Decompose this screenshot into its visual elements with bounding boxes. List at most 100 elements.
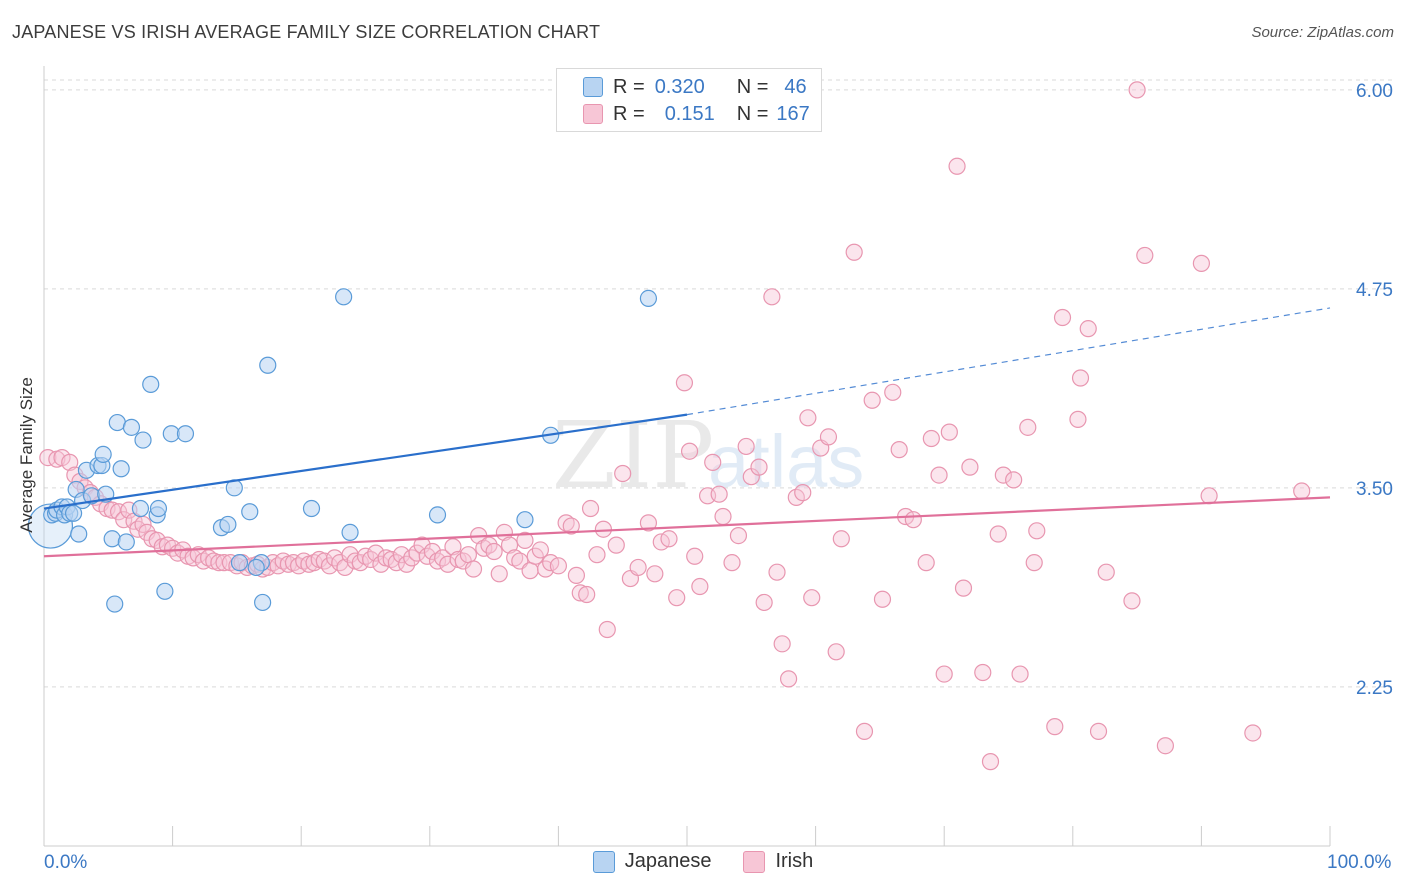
japanese-swatch xyxy=(583,77,603,97)
japanese-point xyxy=(254,593,272,612)
japanese-point xyxy=(428,506,447,524)
japanese-points xyxy=(27,288,658,613)
irish-point xyxy=(464,560,483,578)
irish-point xyxy=(723,554,741,572)
irish-point xyxy=(614,464,632,483)
legend-item-irish[interactable]: Irish xyxy=(743,850,813,873)
irish-point xyxy=(1071,369,1090,387)
irish-point xyxy=(382,550,400,569)
irish-point xyxy=(428,552,447,570)
japanese-point xyxy=(259,356,277,374)
irish-point xyxy=(930,466,948,484)
watermark: ZIP atlas xyxy=(552,402,864,509)
irish-point xyxy=(578,585,596,604)
irish-point xyxy=(1011,665,1029,683)
irish-point xyxy=(506,549,524,567)
irish-point xyxy=(1156,737,1174,755)
irish-point xyxy=(1244,724,1262,742)
irish-point xyxy=(413,536,431,554)
irish-point xyxy=(890,441,908,459)
irish-point xyxy=(799,409,817,427)
irish-point xyxy=(768,563,786,581)
japanese-point xyxy=(176,425,195,443)
irish-point xyxy=(832,530,850,548)
y-tick-label: 3.50 xyxy=(1356,479,1393,500)
y-tick-labels: 2.25 3.50 4.75 6.00 xyxy=(1356,81,1393,699)
japanese-point xyxy=(230,554,249,572)
irish-point xyxy=(884,383,902,401)
irish-point xyxy=(819,428,838,446)
series-legend: Japanese Irish xyxy=(0,850,1406,873)
japanese-point xyxy=(156,582,174,600)
irish-point xyxy=(1200,487,1218,505)
japanese-point xyxy=(103,530,121,548)
japanese-point xyxy=(142,375,160,393)
x-tick-label-min: 0.0% xyxy=(44,852,88,873)
japanese-point xyxy=(70,525,88,543)
irish-point xyxy=(531,541,549,559)
irish-point xyxy=(803,589,821,607)
irish-point xyxy=(974,663,992,682)
japanese-legend-swatch xyxy=(592,850,615,873)
irish-n-value: 167 xyxy=(776,102,810,125)
irish-trend-line xyxy=(43,496,1331,558)
y-tick-label: 6.00 xyxy=(1356,81,1393,102)
irish-point xyxy=(981,753,1000,771)
japanese-point xyxy=(516,511,534,529)
irish-point xyxy=(1028,522,1046,540)
irish-point xyxy=(1293,482,1311,500)
irish-point xyxy=(516,531,534,549)
irish-point xyxy=(200,549,218,567)
y-tick-label: 4.75 xyxy=(1356,280,1393,301)
y-axis-label: Average Family Size xyxy=(17,377,36,533)
irish-point xyxy=(794,484,812,502)
japanese-trend-line xyxy=(43,413,688,510)
irish-point xyxy=(475,539,493,557)
chart-title: JAPANESE VS IRISH AVERAGE FAMILY SIZE CO… xyxy=(12,22,601,42)
irish-point xyxy=(485,542,503,561)
irish-point xyxy=(61,453,79,471)
irish-point xyxy=(1097,563,1115,581)
irish-point xyxy=(521,562,539,580)
irish-point xyxy=(940,423,958,441)
x-tick-label-max: 100.0% xyxy=(1327,852,1392,873)
japanese-r-value: 0.320 xyxy=(654,75,705,98)
irish-point xyxy=(1046,718,1064,736)
irish-point xyxy=(827,643,845,661)
y-tick-label: 2.25 xyxy=(1356,678,1393,699)
irish-point xyxy=(581,499,600,518)
irish-point xyxy=(763,288,781,306)
irish-point xyxy=(1089,722,1108,740)
legend-item-japanese[interactable]: Japanese xyxy=(592,850,712,873)
japanese-point xyxy=(112,460,130,478)
irish-point xyxy=(646,565,664,583)
irish-point xyxy=(367,544,385,562)
irish-point xyxy=(1019,418,1037,436)
irish-point xyxy=(639,514,658,532)
irish-point xyxy=(1123,592,1141,610)
irish-point xyxy=(594,520,613,538)
japanese-point xyxy=(94,445,112,464)
irish-point xyxy=(935,665,953,683)
irish-point xyxy=(1079,320,1097,338)
irish-point xyxy=(779,670,798,688)
irish-point xyxy=(1136,246,1154,265)
irish-point xyxy=(855,722,874,740)
irish-point xyxy=(336,558,354,577)
irish-point xyxy=(129,520,147,538)
japanese-n-label: N = xyxy=(736,75,769,98)
irish-point xyxy=(1025,554,1043,572)
irish-point xyxy=(598,620,616,639)
watermark-zip: ZIP xyxy=(552,402,714,509)
irish-point xyxy=(773,635,791,653)
japanese-legend-label: Japanese xyxy=(624,850,712,872)
irish-point xyxy=(704,453,722,471)
japanese-point xyxy=(639,289,658,308)
irish-point xyxy=(954,579,973,597)
irish-point xyxy=(1053,308,1072,327)
japanese-point xyxy=(149,499,168,518)
irish-point xyxy=(994,466,1012,484)
japanese-point xyxy=(117,533,135,551)
japanese-point xyxy=(131,499,150,518)
